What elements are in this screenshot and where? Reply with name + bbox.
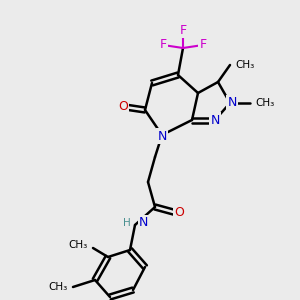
Text: CH₃: CH₃ — [235, 60, 254, 70]
Text: CH₃: CH₃ — [69, 240, 88, 250]
Text: N: N — [157, 130, 167, 142]
Text: N: N — [227, 97, 237, 110]
Text: CH₃: CH₃ — [255, 98, 274, 108]
Text: H: H — [123, 218, 131, 228]
Text: N: N — [210, 113, 220, 127]
Text: O: O — [174, 206, 184, 220]
Text: F: F — [179, 23, 187, 37]
Text: N: N — [139, 217, 148, 230]
Text: CH₃: CH₃ — [49, 282, 68, 292]
Text: O: O — [118, 100, 128, 113]
Text: F: F — [200, 38, 207, 52]
Text: F: F — [159, 38, 167, 52]
